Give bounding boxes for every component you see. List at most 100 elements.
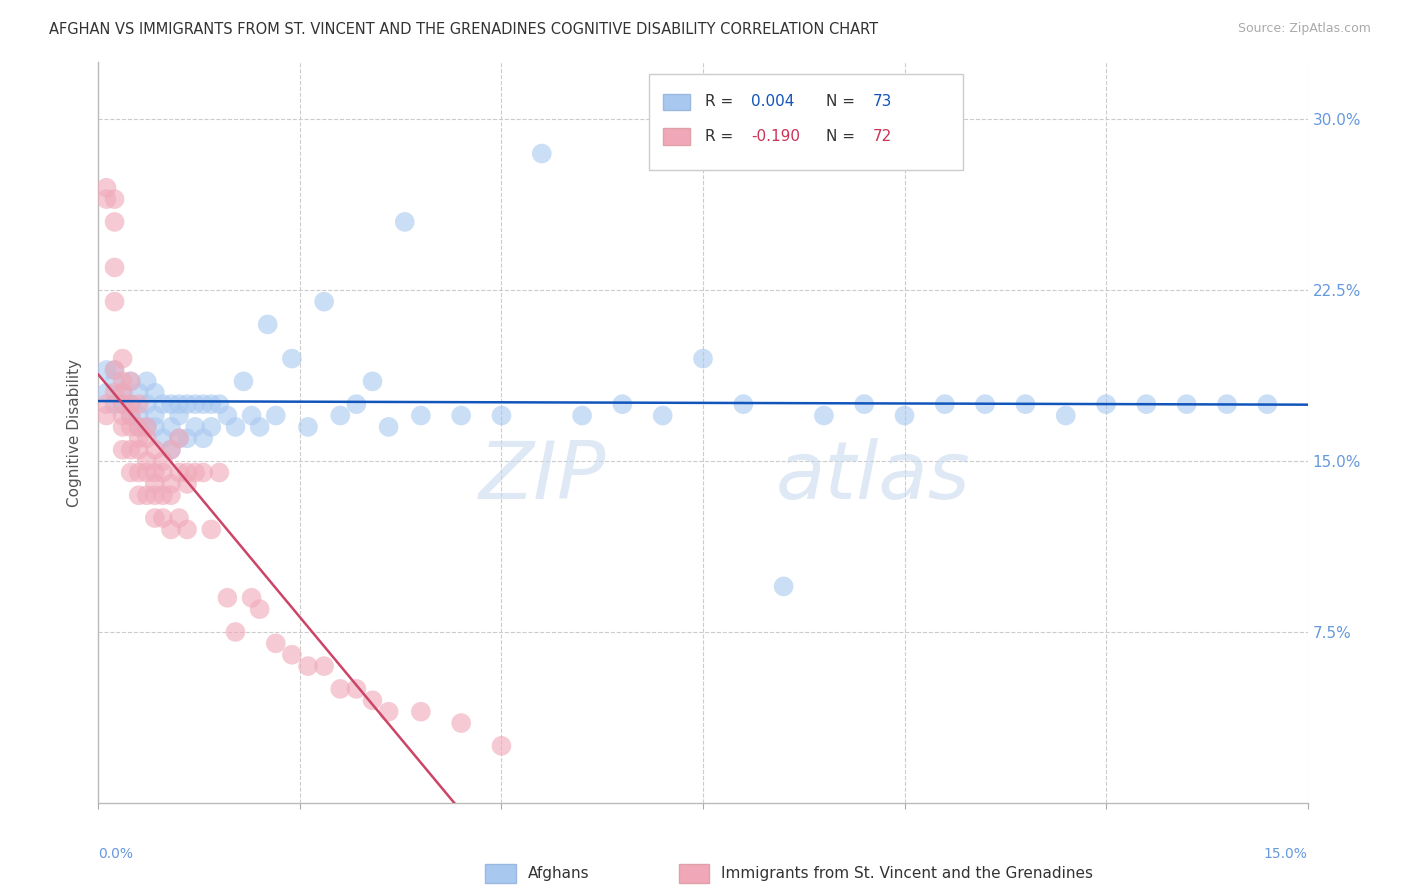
FancyBboxPatch shape [664,128,690,145]
Point [167,431,190,445]
Point [103,192,125,206]
Point [96,397,118,411]
Point [344,397,367,411]
Text: Afghans: Afghans [527,865,589,880]
Point [176,431,198,445]
Text: N =: N = [827,129,860,144]
Text: Immigrants from St. Vincent and the Grenadines: Immigrants from St. Vincent and the Gren… [721,865,1092,880]
Point [143,488,166,502]
Point [120,442,142,457]
Point [160,397,183,411]
Point [1256,397,1278,411]
Point [120,375,142,389]
Text: R =: R = [706,129,738,144]
Point [193,466,215,480]
Point [176,523,198,537]
Point [264,409,287,423]
Point [135,466,157,480]
Point [96,385,118,400]
Point [152,454,174,468]
Point [193,431,215,445]
Point [152,431,174,445]
Point [772,579,794,593]
Point [103,385,125,400]
Point [249,420,271,434]
Point [530,146,553,161]
Point [111,351,134,366]
Point [167,511,190,525]
Text: ZIP: ZIP [479,438,606,516]
Point [361,693,384,707]
Point [111,420,134,434]
Point [120,409,142,423]
Point [361,375,384,389]
Point [143,409,166,423]
Point [128,397,150,411]
Point [167,397,190,411]
Point [167,431,190,445]
Point [314,659,336,673]
Point [111,397,134,411]
Point [128,420,150,434]
Point [651,409,673,423]
Point [1135,397,1157,411]
Point [184,420,207,434]
Point [103,260,125,275]
Point [143,476,166,491]
Point [135,397,157,411]
FancyBboxPatch shape [679,864,709,883]
Point [111,375,134,389]
Point [111,397,134,411]
Point [160,420,183,434]
FancyBboxPatch shape [648,73,963,169]
Point [934,397,956,411]
Point [249,602,271,616]
Text: 0.004: 0.004 [751,95,794,109]
Point [120,420,142,434]
Text: R =: R = [706,95,738,109]
Point [111,385,134,400]
Point [176,397,198,411]
Point [103,215,125,229]
Text: 15.0%: 15.0% [1264,847,1308,861]
Point [135,431,157,445]
Point [377,420,399,434]
Point [120,466,142,480]
Point [240,409,263,423]
Point [167,466,190,480]
Point [128,409,150,423]
FancyBboxPatch shape [485,864,516,883]
Text: Source: ZipAtlas.com: Source: ZipAtlas.com [1237,22,1371,36]
Point [120,397,142,411]
Point [176,466,198,480]
Point [176,476,198,491]
Point [103,363,125,377]
Point [143,442,166,457]
Point [152,397,174,411]
Point [128,385,150,400]
Point [128,466,150,480]
Point [120,409,142,423]
Point [184,466,207,480]
Point [135,375,157,389]
Point [853,397,876,411]
Point [1175,397,1198,411]
Point [143,511,166,525]
Point [111,385,134,400]
Point [314,294,336,309]
Point [208,466,231,480]
Point [1095,397,1118,411]
Y-axis label: Cognitive Disability: Cognitive Disability [67,359,83,507]
Point [167,409,190,423]
Point [409,705,432,719]
Point [135,488,157,502]
Point [160,476,183,491]
Point [103,363,125,377]
Point [96,180,118,194]
Point [217,409,239,423]
Point [128,420,150,434]
Point [96,409,118,423]
Point [128,442,150,457]
Point [612,397,634,411]
Point [184,397,207,411]
